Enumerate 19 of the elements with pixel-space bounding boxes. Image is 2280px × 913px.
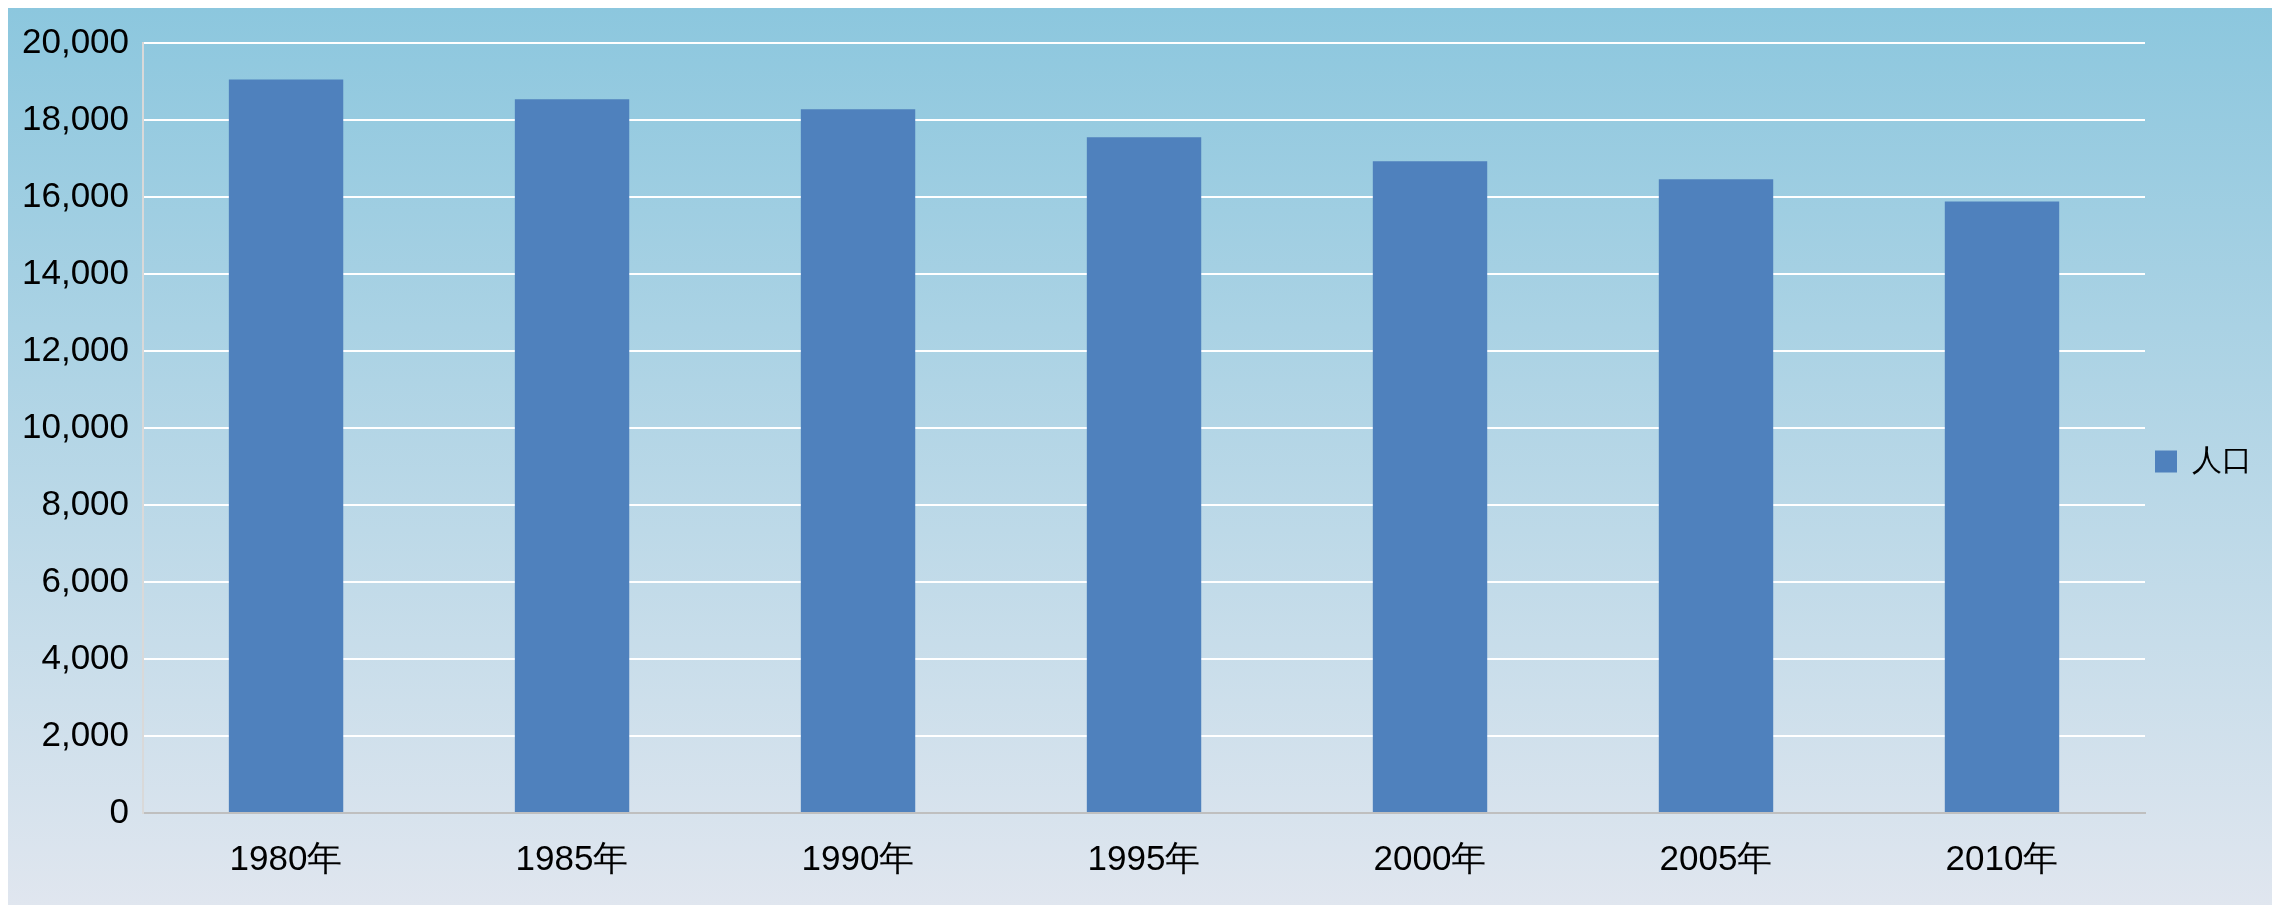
y-tick-label: 4,000	[41, 636, 130, 676]
y-tick-label: 8,000	[41, 482, 130, 522]
x-tick-label: 2000年	[1373, 837, 1487, 877]
y-tick-label: 10,000	[21, 405, 130, 445]
x-tick-label: 2010年	[1945, 837, 2059, 877]
y-tick-label: 20,000	[21, 20, 130, 60]
x-tick-label: 1995年	[1087, 837, 1201, 877]
y-tick-label: 18,000	[21, 97, 130, 137]
y-tick-label: 2,000	[41, 713, 130, 753]
y-tick-label: 0	[109, 790, 130, 830]
x-tick-label: 1990年	[801, 837, 915, 877]
x-tick-label: 1980年	[229, 837, 343, 877]
x-tick-label: 2005年	[1659, 837, 1773, 877]
y-tick-label: 16,000	[21, 174, 130, 214]
y-tick-label: 12,000	[21, 328, 130, 368]
legend-label: 人口	[2192, 442, 2252, 476]
x-tick-label: 1985年	[515, 837, 629, 877]
y-tick-label: 6,000	[41, 559, 130, 599]
y-tick-label: 14,000	[21, 251, 130, 291]
